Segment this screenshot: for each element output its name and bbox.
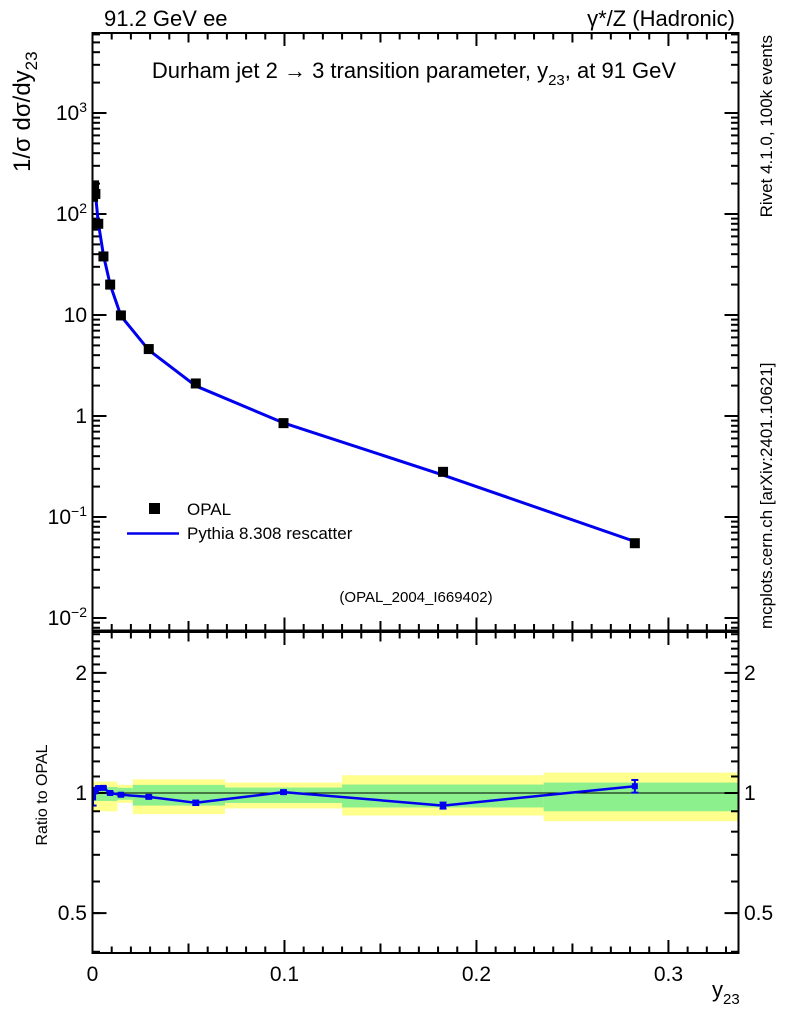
green-uncertainty-band (543, 782, 739, 812)
panel-frames (91, 32, 740, 954)
data-point-marker (105, 279, 116, 290)
y-axis-title-text: 1/σ dσ/dy (9, 70, 36, 172)
plot-title-subscript: 23 (548, 72, 565, 89)
x-tick-label: 0 (87, 963, 99, 986)
ratio-point-marker (280, 789, 287, 796)
ratio-panel-frame (91, 631, 740, 954)
ratio-point-marker (107, 790, 114, 796)
axes-and-ticks (91, 33, 739, 953)
legend-label-pythia: Pythia 8.308 rescatter (187, 524, 353, 543)
data-point-marker (629, 538, 640, 549)
green-uncertainty-band (132, 784, 225, 806)
x-tick-label: 0.3 (654, 963, 683, 986)
main-panel-series (92, 180, 640, 549)
ratio-point-marker (92, 794, 97, 801)
ratio-point-marker (117, 791, 124, 798)
x-tick-label: 0.1 (270, 963, 299, 986)
y-ratio-tick-label-left: 1 (75, 782, 87, 805)
data-point-marker (143, 344, 154, 355)
y-main-tick-label: 10−1 (48, 503, 88, 529)
ratio-point-marker (440, 802, 447, 809)
y-axis-title-main: 1/σ dσ/dy23 (9, 51, 41, 172)
data-point-marker (190, 378, 201, 389)
x-tick-label: 0.2 (462, 963, 491, 986)
data-point-marker (98, 251, 109, 262)
y-axis-title-subscript: 23 (22, 51, 41, 70)
green-uncertainty-band (224, 787, 343, 803)
ratio-panel-series (92, 778, 639, 810)
mc-prediction-line (92, 183, 636, 543)
ratio-point-marker (95, 785, 102, 792)
y-ratio-tick-label-right: 1 (744, 782, 756, 805)
y-main-tick-label: 10 (64, 304, 87, 327)
ratio-point-marker (192, 799, 199, 806)
data-point-marker (278, 418, 289, 429)
plot-title-tail: , at 91 GeV (565, 58, 677, 83)
plot-title-main: Durham jet 2 → 3 transition parameter, y (152, 58, 548, 83)
plot-title: Durham jet 2 → 3 transition parameter, y… (152, 58, 676, 89)
data-point-marker (92, 188, 101, 199)
y-axis-title-ratio: Ratio to OPAL (34, 744, 51, 845)
data-point-marker (93, 218, 104, 229)
y-main-tick-label: 1 (75, 405, 87, 428)
x-axis-title: y23 (712, 977, 740, 1008)
x-axis-title-text: y (712, 977, 723, 1002)
mcplots-arxiv-note: mcplots.cern.ch [arXiv:2401.10621] (757, 363, 776, 629)
beam-energy-label: 91.2 GeV ee (104, 6, 228, 31)
y-main-tick-label: 10−2 (48, 604, 88, 630)
data-point-marker (92, 180, 100, 191)
green-uncertainty-band (117, 787, 133, 800)
x-axis-title-subscript: 23 (723, 991, 740, 1008)
data-point-marker (438, 466, 449, 477)
y-main-tick-label: 102 (56, 200, 87, 226)
data-point-marker (115, 310, 126, 321)
ratio-point-marker (145, 793, 152, 800)
opal-square-swatch-icon (149, 503, 160, 514)
ratio-point-marker (100, 784, 107, 791)
y-ratio-tick-label-left: 2 (75, 662, 87, 685)
ratio-point-marker (631, 783, 638, 790)
process-label: γ*/Z (Hadronic) (587, 6, 735, 31)
legend-label-opal: OPAL (187, 500, 231, 519)
ratio-uncertainty-bands (92, 772, 739, 822)
y-main-tick-label: 103 (56, 99, 87, 125)
rivet-version-note: Rivet 4.1.0, 100k events (757, 35, 776, 217)
y-ratio-tick-label-right: 0.5 (744, 902, 773, 925)
legend: OPAL Pythia 8.308 rescatter (127, 500, 353, 543)
main-panel-frame (91, 32, 740, 632)
y-ratio-tick-label-right: 2 (744, 662, 756, 685)
y-ratio-tick-label-left: 0.5 (58, 902, 87, 925)
analysis-id-watermark: (OPAL_2004_I669402) (339, 589, 492, 606)
